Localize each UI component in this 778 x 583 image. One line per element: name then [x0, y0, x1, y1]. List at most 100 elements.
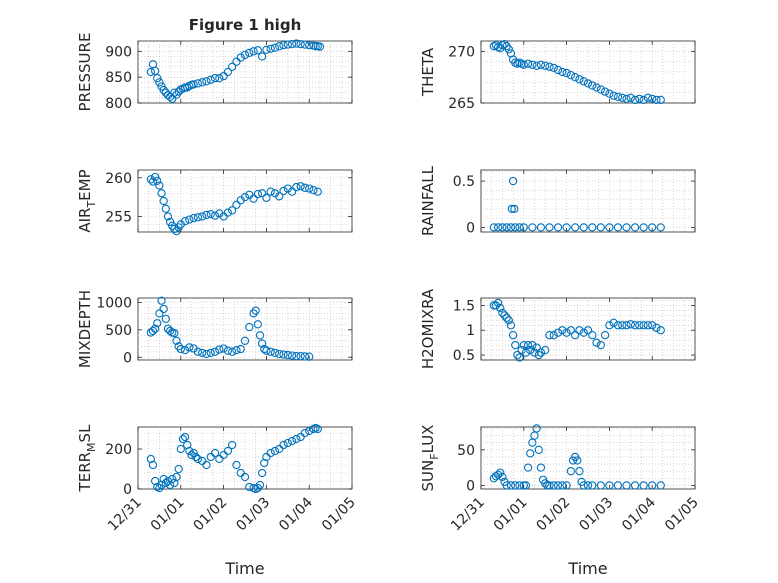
data-point [622, 321, 631, 330]
data-point [193, 347, 203, 356]
data-point [583, 79, 593, 88]
data-point [579, 77, 588, 86]
data-point [622, 481, 631, 490]
data-point [648, 321, 657, 330]
data-point [596, 481, 605, 490]
data-point [513, 350, 522, 360]
data-point [517, 345, 526, 355]
data-point [583, 326, 593, 335]
data-point [245, 48, 254, 58]
data-point [496, 468, 505, 477]
data-point [287, 39, 297, 49]
data-point [275, 192, 284, 201]
data-point [253, 189, 262, 199]
data-point [508, 176, 518, 186]
data-point [588, 331, 597, 340]
data-point [300, 40, 310, 49]
data-point [148, 326, 158, 336]
data-point [315, 42, 325, 51]
data-point [202, 460, 211, 470]
data-point [193, 213, 203, 222]
x-tick-label: 01/03 [233, 495, 273, 535]
data-point [275, 42, 284, 51]
data-point [500, 39, 509, 49]
data-point [240, 336, 250, 345]
data-point [287, 187, 297, 196]
y-axis-label: AIRTEMP [76, 169, 98, 232]
data-point [228, 347, 237, 356]
y-axis-label: TERRMSL [76, 424, 98, 493]
data-point [573, 456, 582, 465]
data-point [502, 481, 511, 490]
panel-theta: 265 270 THETA [419, 39, 696, 112]
x-tick-label: 01/05 [662, 495, 702, 535]
data-point [566, 467, 576, 476]
data-point [146, 454, 155, 464]
data-point [596, 340, 605, 350]
data-point [255, 480, 265, 490]
x-axis-label-left: Time [224, 559, 264, 578]
data-point [596, 85, 605, 94]
data-point [656, 481, 665, 490]
data-point [210, 448, 220, 458]
data-point [257, 468, 267, 478]
data-point [618, 93, 627, 102]
y-tick-label: 0 [123, 482, 132, 498]
data-point [656, 326, 665, 335]
data-point [553, 328, 563, 337]
data-point [493, 470, 503, 479]
data-point [245, 322, 254, 332]
data-point [528, 60, 537, 69]
y-axis-label: THETA [419, 47, 437, 97]
x-tick-label: 01/02 [191, 495, 231, 535]
data-point [161, 204, 170, 213]
data-point [500, 311, 509, 320]
data-point [202, 349, 211, 359]
data-point [545, 223, 554, 232]
y-tick-label: 0.5 [453, 348, 475, 364]
data-point [588, 223, 597, 232]
x-tick-label: 01/02 [534, 495, 574, 535]
data-point [253, 320, 262, 329]
panel-sun-flux: 0 50 12/31 01/01 01/02 01/03 01/04 01/05 SUNFLUX [419, 424, 702, 535]
data-point [613, 223, 623, 232]
data-point [148, 460, 158, 470]
data-point [592, 338, 601, 347]
data-point [549, 63, 558, 73]
data-point [202, 210, 211, 220]
data-point [507, 204, 516, 214]
data-point [496, 303, 505, 313]
data-point [639, 321, 648, 330]
data-point [511, 223, 520, 232]
data-point [313, 187, 322, 196]
x-tick-label: 01/01 [491, 495, 531, 535]
panel-air-temp: 255 260 AIRTEMP [76, 169, 353, 236]
data-point [198, 212, 207, 221]
data-point [491, 301, 501, 310]
data-point [626, 93, 635, 102]
data-point [545, 481, 554, 490]
data-point [153, 319, 162, 328]
data-point [648, 94, 657, 104]
panel-h2omixra: 0.5 1 1.5 H2OMIXRA [419, 288, 696, 369]
data-point [148, 177, 158, 186]
data-point [605, 223, 614, 232]
data-point [558, 481, 567, 490]
data-point [232, 57, 241, 66]
data-point [493, 223, 503, 232]
data-point [180, 345, 190, 355]
data-point [170, 224, 179, 234]
data-point [508, 331, 518, 340]
data-point [155, 181, 164, 190]
data-point [553, 223, 563, 232]
data-point [159, 196, 168, 206]
data-point [185, 215, 194, 224]
x-tick-label: 01/01 [148, 495, 188, 535]
y-axis-label: PRESSURE [76, 33, 94, 112]
data-point [519, 481, 528, 490]
data-point [210, 347, 220, 356]
data-point [575, 467, 584, 476]
data-point [305, 352, 314, 361]
y-tick-label: 260 [105, 171, 132, 187]
data-point [523, 340, 533, 350]
